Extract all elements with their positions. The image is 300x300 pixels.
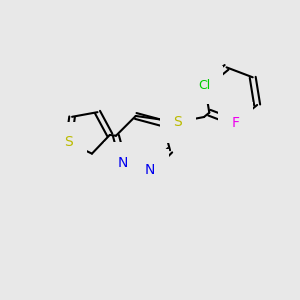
- Text: Cl: Cl: [199, 79, 211, 92]
- Text: N: N: [118, 156, 128, 170]
- Text: S: S: [64, 135, 73, 149]
- Text: F: F: [232, 116, 239, 130]
- Text: S: S: [174, 115, 182, 129]
- Text: N: N: [145, 163, 155, 177]
